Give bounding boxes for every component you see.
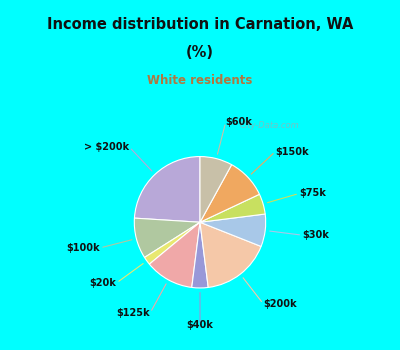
Wedge shape [134, 156, 200, 222]
Wedge shape [200, 156, 232, 222]
Text: (%): (%) [186, 46, 214, 60]
Wedge shape [200, 222, 261, 287]
Text: $125k: $125k [117, 308, 150, 317]
Text: White residents: White residents [147, 74, 253, 87]
Wedge shape [134, 218, 200, 258]
Wedge shape [192, 222, 208, 288]
Text: $30k: $30k [302, 230, 329, 240]
Wedge shape [200, 194, 265, 222]
Wedge shape [200, 214, 266, 246]
Text: $75k: $75k [299, 189, 326, 198]
Text: $200k: $200k [263, 299, 297, 309]
Text: $20k: $20k [90, 278, 116, 288]
Wedge shape [149, 222, 200, 287]
Text: $150k: $150k [275, 147, 309, 157]
Text: $40k: $40k [186, 320, 214, 330]
Text: $60k: $60k [226, 117, 252, 127]
Text: > $200k: > $200k [84, 142, 130, 152]
Text: Income distribution in Carnation, WA: Income distribution in Carnation, WA [47, 17, 353, 32]
Wedge shape [144, 222, 200, 264]
Text: City-Data.com: City-Data.com [239, 121, 299, 130]
Text: $100k: $100k [66, 243, 100, 253]
Wedge shape [200, 165, 260, 222]
